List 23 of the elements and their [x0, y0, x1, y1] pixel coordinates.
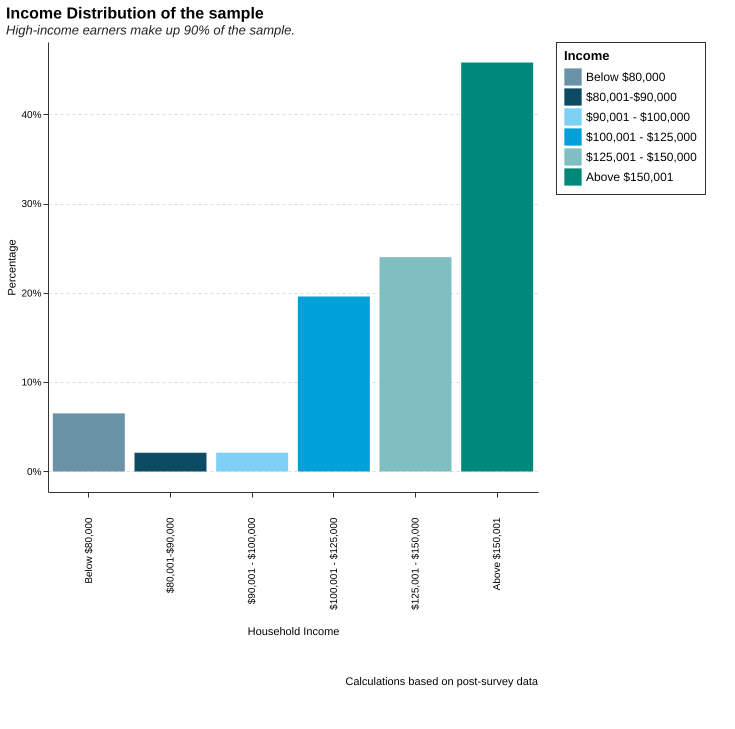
x-tick-label: $80,001-$90,000 [166, 517, 176, 594]
x-tick-label: Below $80,000 [84, 517, 95, 584]
chart-subtitle: High-income earners make up 90% of the sample. [6, 22, 296, 38]
x-axis-title: Household Income [248, 626, 340, 638]
y-tick-label: 0% [27, 466, 42, 478]
y-tick-label: 30% [21, 199, 42, 210]
x-tick-label: $90,001 - $100,000 [247, 517, 258, 604]
x-tick-label: $125,001 - $150,000 [410, 517, 422, 610]
legend-label: Below $80,000 [586, 70, 666, 84]
legend-label: $100,001 - $125,000 [586, 130, 698, 144]
y-tick-label: 10% [21, 378, 42, 389]
chart-title: Income Distribution of the sample [6, 6, 264, 22]
y-axis-title: Percentage [6, 239, 18, 296]
y-tick-label: 40% [21, 110, 42, 121]
legend-title: Income [564, 48, 610, 63]
legend-label: $90,001 - $100,000 [586, 110, 690, 124]
y-tick-label: 20% [21, 288, 42, 300]
text: Calculations based on post-survey data [345, 676, 539, 688]
legend-label: $125,001 - $150,000 [586, 150, 698, 164]
legend-label: Above $150,001 [586, 170, 674, 184]
x-tick-label: $100,001 - $125,000 [328, 517, 340, 610]
x-tick-label: Above $150,001 [492, 517, 504, 590]
legend-label: $80,001-$90,000 [586, 90, 678, 104]
